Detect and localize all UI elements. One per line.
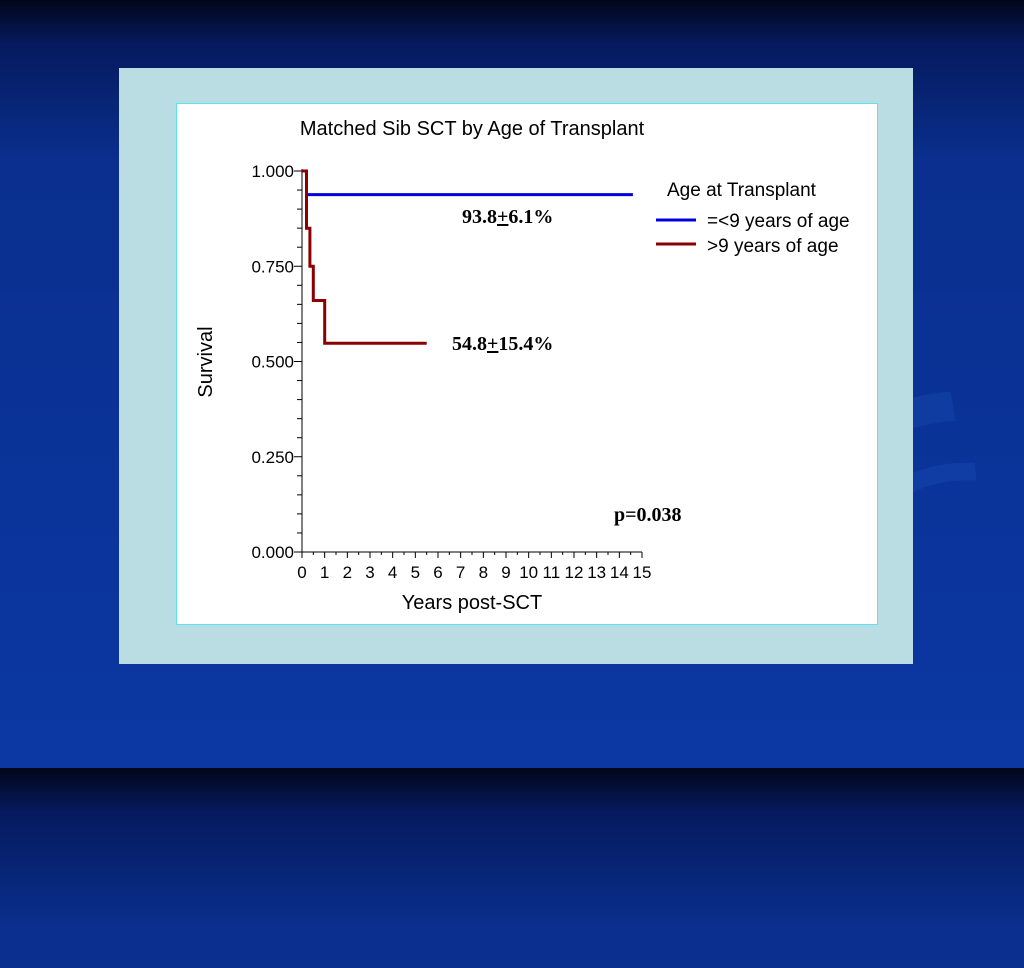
series-layer	[302, 169, 633, 345]
chart-frame	[176, 103, 878, 625]
y-tick-label: 0.750	[251, 257, 294, 276]
annotation-under9-survival: 93.8+6.1%	[462, 206, 553, 228]
y-axis-label: Survival	[195, 326, 217, 397]
legend-title: Age at Transplant	[667, 180, 817, 201]
x-tick-label: 14	[610, 563, 629, 582]
x-tick-label: 9	[501, 563, 510, 582]
x-tick-label: 1	[320, 563, 329, 582]
legend-label-under9: =<9 years of age	[707, 211, 850, 232]
x-tick-label: 5	[411, 563, 420, 582]
x-tick-label: 12	[565, 563, 584, 582]
annotation-over9-survival: 54.8+15.4%	[452, 333, 553, 355]
x-tick-label: 13	[587, 563, 606, 582]
x-tick-label: 7	[456, 563, 465, 582]
x-axis-label: Years post-SCT	[402, 592, 542, 614]
legend-label-over9: >9 years of age	[707, 236, 839, 257]
survival-line-under9	[302, 169, 633, 197]
x-tick-label: 4	[388, 563, 397, 582]
x-tick-label: 10	[519, 563, 538, 582]
p-value-annotation: p=0.038	[614, 504, 682, 526]
y-tick-label: 0.250	[251, 448, 294, 467]
x-tick-label: 8	[479, 563, 488, 582]
x-tick-label: 6	[433, 563, 442, 582]
chart-title: Matched Sib SCT by Age of Transplant	[300, 118, 645, 140]
y-tick-label: 0.500	[251, 353, 294, 372]
x-tick-label: 11	[543, 563, 561, 582]
survival-line-over9	[302, 169, 427, 345]
x-tick-label: 0	[297, 563, 306, 582]
y-tick-label: 0.000	[251, 543, 294, 562]
x-tick-label: 15	[633, 563, 652, 582]
y-tick-label: 1.000	[251, 162, 294, 181]
survival-chart: Matched Sib SCT by Age of Transplant 0.0…	[195, 118, 850, 614]
x-tick-label: 2	[343, 563, 352, 582]
x-tick-label: 3	[365, 563, 374, 582]
